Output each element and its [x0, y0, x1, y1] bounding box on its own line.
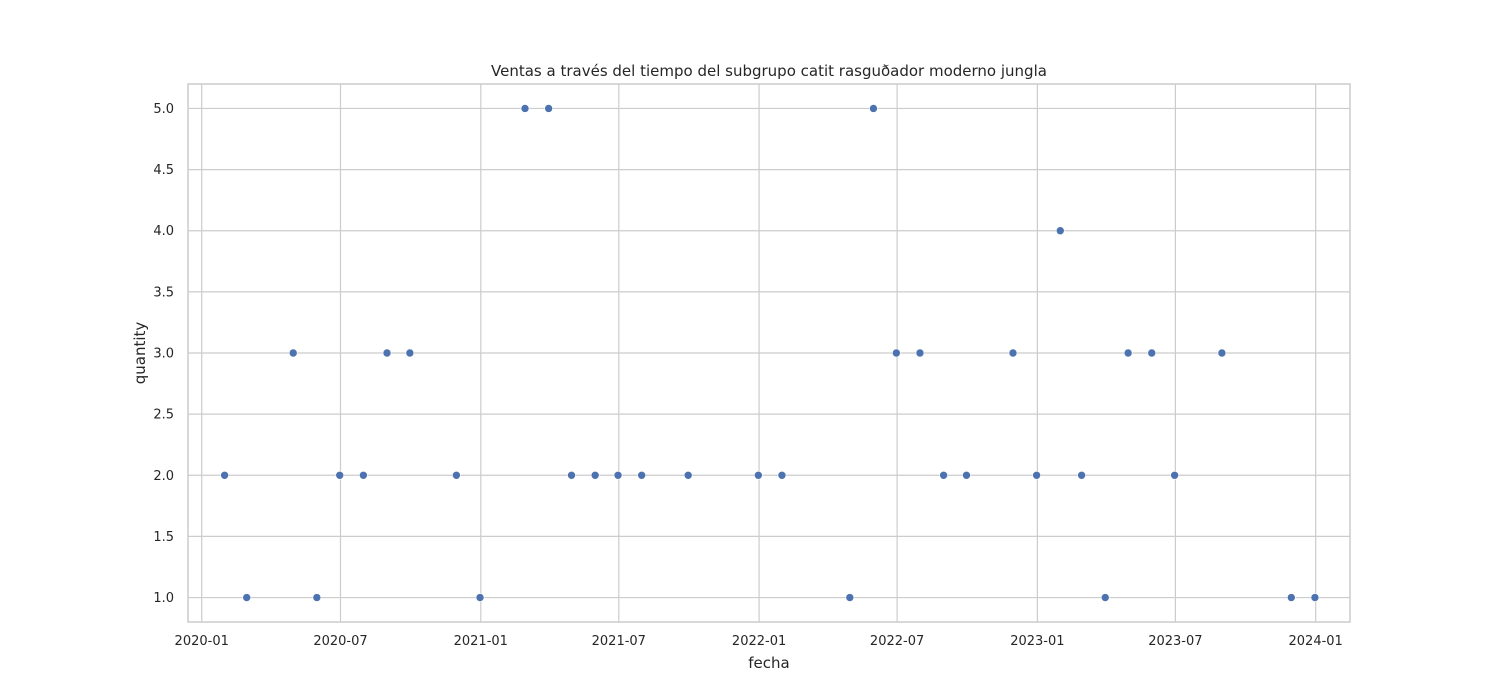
- x-tick-label: 2020-07: [313, 634, 367, 649]
- x-tick-label: 2022-01: [732, 634, 786, 649]
- data-point: [382, 348, 392, 358]
- data-point: [1008, 348, 1018, 358]
- data-point: [962, 470, 971, 480]
- y-tick-label: 3.0: [153, 347, 174, 362]
- y-gridlines: [188, 107, 1350, 599]
- data-point: [1286, 593, 1296, 602]
- data-point: [1032, 470, 1041, 480]
- data-point: [288, 348, 298, 358]
- y-tick-labels: 1.0 1.5 2.0 2.5 3.0 3.5 4.0 4.5 5.0: [153, 102, 174, 606]
- x-tick-label: 2020-01: [175, 634, 229, 649]
- data-point: [613, 470, 623, 480]
- data-point: [475, 593, 485, 602]
- y-tick-label: 4.5: [153, 163, 174, 178]
- y-tick-label: 1.0: [153, 591, 174, 606]
- x-tick-labels: 2020-01 2020-07 2021-01 2021-07 2022-01 2022-…: [175, 634, 1343, 649]
- y-tick-label: 4.0: [153, 224, 174, 239]
- x-tick-label: 2023-01: [1010, 634, 1064, 649]
- x-axis-label: fecha: [748, 654, 789, 672]
- data-point: [359, 470, 368, 480]
- y-tick-label: 2.0: [153, 469, 174, 484]
- data-point: [220, 470, 229, 480]
- plot-frame: [187, 83, 1351, 623]
- data-point: [1123, 348, 1133, 358]
- data-point: [1217, 348, 1227, 358]
- data-point: [845, 593, 855, 602]
- data-point: [1100, 593, 1110, 602]
- data-point: [892, 348, 901, 358]
- data-point: [1310, 593, 1320, 602]
- x-tick-label: 2021-07: [592, 634, 646, 649]
- data-point: [242, 593, 252, 602]
- data-point: [869, 104, 878, 113]
- data-point: [683, 470, 693, 480]
- y-axis-label: quantity: [131, 322, 149, 385]
- data-point: [452, 470, 461, 480]
- data-points: [220, 104, 1320, 602]
- x-tick-label: 2023-07: [1148, 634, 1202, 649]
- data-point: [567, 470, 576, 480]
- y-tick-label: 3.5: [153, 285, 174, 300]
- data-point: [1170, 470, 1179, 480]
- x-tick-label: 2024-01: [1289, 634, 1343, 649]
- data-point: [637, 470, 646, 480]
- data-point: [520, 104, 530, 113]
- data-point: [754, 470, 763, 480]
- data-point: [405, 348, 415, 358]
- data-point: [1077, 470, 1086, 480]
- x-tick-label: 2021-01: [454, 634, 508, 649]
- data-point: [544, 104, 553, 113]
- data-point: [590, 470, 600, 480]
- y-tick-label: 5.0: [153, 102, 174, 117]
- y-tick-label: 2.5: [153, 408, 174, 423]
- data-point: [915, 348, 925, 358]
- y-tick-label: 1.5: [153, 530, 174, 545]
- data-point: [312, 593, 322, 602]
- data-point: [335, 470, 345, 480]
- chart-title: Ventas a través del tiempo del subgrupo …: [491, 62, 1047, 80]
- data-point: [777, 470, 787, 480]
- data-point: [1147, 348, 1157, 358]
- data-point: [939, 470, 948, 480]
- x-tick-label: 2022-07: [870, 634, 924, 649]
- data-point: [1055, 226, 1065, 236]
